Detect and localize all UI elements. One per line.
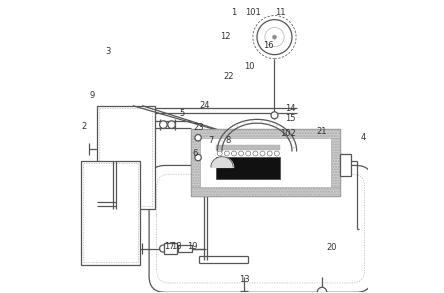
Bar (178, 245, 192, 252)
Text: 3: 3 (105, 47, 111, 56)
Text: 16: 16 (263, 41, 274, 50)
Text: 24: 24 (199, 101, 210, 110)
Bar (97, 106, 155, 209)
Circle shape (246, 151, 251, 156)
Bar (83, 163, 138, 262)
Circle shape (253, 151, 258, 156)
Bar (340, 154, 351, 176)
Circle shape (253, 16, 296, 59)
Text: 20: 20 (326, 243, 337, 252)
Bar (99, 108, 152, 206)
Circle shape (195, 154, 201, 161)
Text: 18: 18 (171, 242, 182, 251)
Bar (191, 129, 340, 196)
Text: 15: 15 (285, 114, 295, 123)
Text: 7: 7 (208, 136, 214, 145)
Text: 1: 1 (231, 8, 236, 17)
Circle shape (217, 151, 222, 156)
Text: 17: 17 (164, 242, 174, 251)
Text: 102: 102 (280, 129, 296, 138)
Circle shape (317, 287, 327, 293)
Text: 4: 4 (361, 133, 366, 142)
Circle shape (238, 151, 244, 156)
Circle shape (159, 121, 167, 128)
Circle shape (231, 151, 237, 156)
Bar (80, 161, 140, 265)
Text: 22: 22 (223, 72, 234, 81)
Text: 6: 6 (193, 149, 198, 158)
Bar (191, 187, 340, 196)
Text: 23: 23 (194, 123, 204, 132)
Circle shape (168, 121, 175, 128)
Circle shape (195, 134, 201, 141)
Text: 13: 13 (239, 275, 250, 284)
Circle shape (260, 151, 265, 156)
Bar (216, 157, 280, 178)
Text: 19: 19 (187, 242, 198, 251)
Bar (331, 138, 340, 187)
Text: 9: 9 (90, 91, 95, 100)
Circle shape (271, 112, 278, 119)
Circle shape (272, 35, 277, 39)
Bar (191, 138, 200, 187)
Circle shape (257, 20, 292, 54)
Bar (164, 243, 177, 254)
Circle shape (159, 245, 166, 252)
Text: 101: 101 (245, 8, 261, 17)
Text: 10: 10 (244, 62, 254, 71)
Text: 14: 14 (285, 104, 295, 113)
Circle shape (267, 151, 272, 156)
Text: 11: 11 (275, 8, 286, 17)
Text: 5: 5 (179, 109, 184, 118)
Bar (191, 129, 340, 138)
FancyBboxPatch shape (149, 166, 372, 292)
Text: 12: 12 (221, 32, 231, 41)
Text: 2: 2 (81, 122, 87, 131)
Text: 8: 8 (226, 136, 231, 145)
Circle shape (224, 151, 229, 156)
Bar (216, 145, 280, 150)
Circle shape (274, 151, 279, 156)
Text: 21: 21 (317, 127, 327, 137)
